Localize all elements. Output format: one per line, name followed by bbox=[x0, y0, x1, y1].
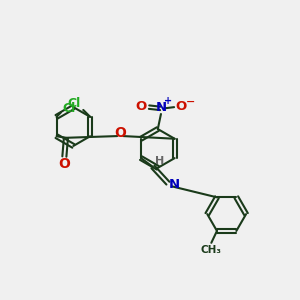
Text: Cl: Cl bbox=[67, 97, 80, 110]
Text: CH₃: CH₃ bbox=[201, 245, 222, 255]
Text: +: + bbox=[164, 96, 172, 106]
Text: H: H bbox=[155, 156, 164, 166]
Text: O: O bbox=[135, 100, 147, 113]
Text: O: O bbox=[58, 158, 70, 171]
Text: O: O bbox=[175, 100, 187, 113]
Text: Cl: Cl bbox=[62, 102, 76, 115]
Text: N: N bbox=[169, 178, 180, 191]
Text: O: O bbox=[114, 126, 126, 140]
Text: −: − bbox=[186, 97, 195, 106]
Text: N: N bbox=[155, 100, 167, 114]
